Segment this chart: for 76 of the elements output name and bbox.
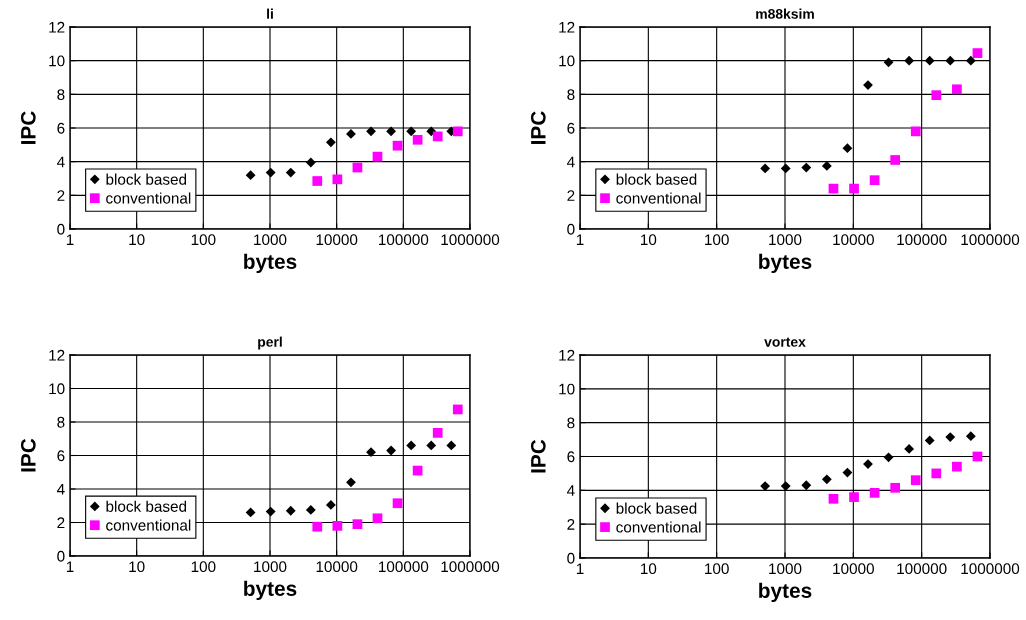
x-tick-label: 1 bbox=[66, 234, 74, 245]
x-tick-label: 100000 bbox=[897, 563, 947, 575]
x-tick-label: 10 bbox=[129, 561, 145, 573]
y-tick-label: 2 bbox=[57, 190, 65, 201]
y-tick-label: 0 bbox=[57, 223, 65, 235]
y-tick-label: 0 bbox=[567, 223, 575, 235]
x-tick-label: 1000000 bbox=[441, 234, 500, 246]
x-axis-title: bytes bbox=[244, 580, 297, 601]
x-tick-label: 1000 bbox=[254, 234, 287, 246]
chart-title: m88ksim bbox=[756, 8, 814, 19]
y-tick-label: 8 bbox=[57, 89, 65, 101]
x-tick-label: 10 bbox=[129, 234, 145, 246]
x-tick-label: 100000 bbox=[379, 561, 429, 573]
y-tick-label: 12 bbox=[559, 349, 575, 361]
y-tick-label: 2 bbox=[567, 190, 575, 201]
legend-label: block based bbox=[616, 173, 697, 185]
y-axis-title: IPC bbox=[530, 111, 546, 144]
y-tick-label: 6 bbox=[567, 451, 575, 463]
x-tick-label: 1000000 bbox=[961, 563, 1020, 575]
x-tick-label: 10000 bbox=[316, 561, 358, 573]
y-axis-title: IPC bbox=[20, 111, 36, 144]
y-tick-label: 4 bbox=[56, 156, 65, 168]
y-tick-label: 12 bbox=[49, 21, 65, 33]
x-tick-label: 1 bbox=[576, 234, 584, 245]
x-tick-label: 100 bbox=[191, 234, 216, 246]
y-tick-label: 6 bbox=[57, 122, 65, 134]
x-tick-label: 10000 bbox=[833, 563, 874, 575]
x-tick-label: 1000 bbox=[769, 563, 802, 575]
x-tick-label: 100000 bbox=[379, 234, 429, 246]
legend-label: block based bbox=[106, 173, 187, 185]
x-axis-title: bytes bbox=[244, 253, 297, 274]
x-tick-label: 10000 bbox=[316, 234, 358, 246]
x-tick-label: 10 bbox=[641, 234, 657, 246]
y-tick-label: 8 bbox=[567, 417, 575, 429]
y-tick-label: 4 bbox=[566, 485, 575, 496]
y-tick-label: 2 bbox=[57, 517, 65, 529]
y-tick-label: 8 bbox=[567, 89, 575, 101]
x-axis-title: bytes bbox=[759, 582, 812, 603]
x-tick-label: 1 bbox=[576, 563, 584, 574]
y-tick-label: 2 bbox=[567, 519, 575, 530]
x-axis-title: bytes bbox=[759, 253, 812, 274]
y-tick-label: 6 bbox=[567, 122, 575, 134]
legend-label: conventional bbox=[106, 192, 191, 204]
chart-title: li bbox=[267, 8, 273, 19]
x-tick-label: 100 bbox=[191, 561, 216, 573]
legend-label: conventional bbox=[616, 192, 701, 204]
x-tick-label: 100000 bbox=[897, 234, 947, 246]
y-tick-label: 12 bbox=[49, 349, 65, 361]
y-tick-label: 0 bbox=[57, 550, 65, 562]
x-tick-label: 1000000 bbox=[961, 234, 1020, 246]
y-tick-label: 8 bbox=[57, 416, 65, 428]
y-tick-label: 10 bbox=[49, 383, 65, 395]
y-tick-label: 0 bbox=[567, 552, 575, 564]
legend-label: block based bbox=[106, 500, 187, 512]
y-tick-label: 10 bbox=[559, 383, 575, 395]
x-tick-label: 100 bbox=[705, 563, 729, 575]
y-axis-title: IPC bbox=[530, 439, 546, 473]
legend-label: conventional bbox=[106, 519, 191, 531]
x-tick-label: 100 bbox=[705, 234, 729, 246]
x-tick-label: 10000 bbox=[833, 234, 874, 246]
y-tick-label: 6 bbox=[57, 450, 65, 462]
y-tick-label: 12 bbox=[559, 21, 575, 33]
y-axis-title: IPC bbox=[20, 438, 36, 472]
legend-label: block based bbox=[616, 502, 697, 514]
x-tick-label: 1 bbox=[66, 561, 74, 572]
x-tick-label: 1000000 bbox=[441, 561, 500, 573]
chart-title: vortex bbox=[764, 337, 806, 347]
y-tick-label: 4 bbox=[56, 484, 65, 495]
y-tick-label: 10 bbox=[559, 55, 575, 67]
y-tick-label: 10 bbox=[49, 55, 65, 67]
x-tick-label: 1000 bbox=[769, 234, 802, 246]
x-tick-label: 10 bbox=[641, 563, 657, 575]
chart-title: perl bbox=[258, 336, 282, 350]
legend-label: conventional bbox=[616, 521, 701, 533]
x-tick-label: 1000 bbox=[254, 561, 287, 573]
y-tick-label: 4 bbox=[566, 156, 575, 168]
